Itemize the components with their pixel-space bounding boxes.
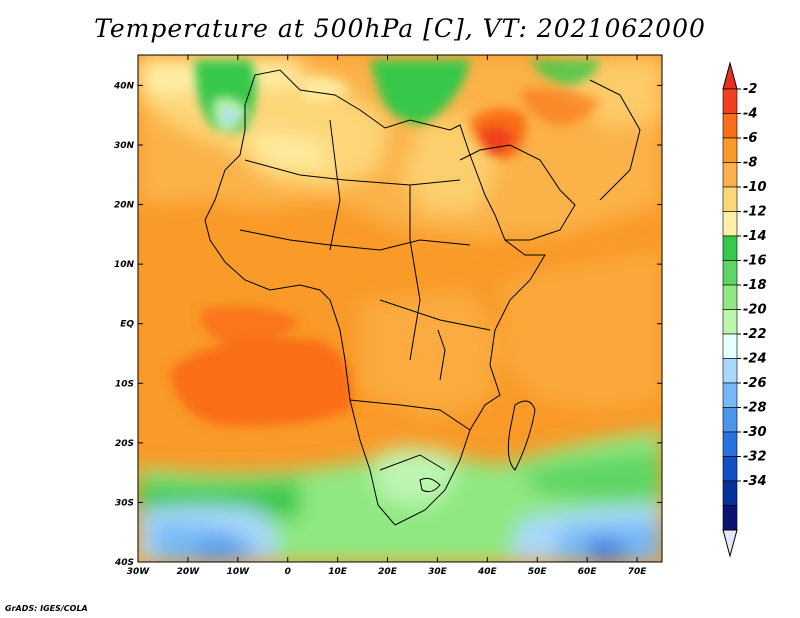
colorbar-swatch bbox=[722, 137, 738, 163]
lon-label: 30E bbox=[428, 567, 448, 577]
colorbar-swatch bbox=[722, 456, 738, 482]
lat-label: 40N bbox=[113, 81, 135, 91]
colorbar-label: -20 bbox=[743, 303, 767, 318]
colorbar-label: -14 bbox=[743, 229, 767, 244]
colorbar-swatch bbox=[722, 186, 738, 212]
colorbar-label: -34 bbox=[743, 474, 767, 489]
colorbar-label: -10 bbox=[743, 180, 767, 195]
colorbar-swatch bbox=[722, 505, 738, 531]
lon-label: 20E bbox=[378, 567, 398, 577]
lon-label: 10W bbox=[227, 567, 251, 577]
colorbar-swatch bbox=[722, 431, 738, 457]
lat-label: 30S bbox=[115, 498, 134, 508]
lat-label: 10S bbox=[115, 379, 134, 389]
colorbar-label: -28 bbox=[743, 401, 767, 416]
colorbar-label: -12 bbox=[743, 205, 767, 220]
colorbar-label: -30 bbox=[743, 425, 767, 440]
colorbar-swatch bbox=[722, 162, 738, 188]
lat-label: 10N bbox=[114, 260, 135, 270]
colorbar-swatch bbox=[722, 382, 738, 408]
colorbar-label: -22 bbox=[743, 327, 767, 342]
colorbar-label: -18 bbox=[743, 278, 767, 293]
lon-label: 50E bbox=[528, 567, 548, 577]
colorbar-label: -32 bbox=[743, 450, 767, 465]
colorbar-swatch bbox=[722, 235, 738, 261]
colorbar-swatch bbox=[722, 211, 738, 237]
map-frame bbox=[137, 54, 663, 563]
colorbar-swatch bbox=[722, 309, 738, 335]
coastline bbox=[204, 69, 641, 526]
lat-label: EQ bbox=[120, 320, 134, 330]
lon-label: 40E bbox=[477, 567, 498, 577]
colorbar: -2 -4 -6 -8 -10 -12 -14 -16 -18 -20 -22 -24 -26 -28 -3… bbox=[722, 61, 767, 558]
colorbar-label: -4 bbox=[743, 107, 757, 122]
colorbar-swatch bbox=[722, 358, 738, 384]
lon-label: 0 bbox=[285, 567, 291, 577]
colorbar-swatch bbox=[722, 284, 738, 310]
lon-label: 10E bbox=[328, 567, 348, 577]
colorbar-swatch bbox=[722, 88, 738, 114]
colorbar-swatch bbox=[722, 480, 738, 506]
colorbar-label: -6 bbox=[743, 131, 757, 146]
temperature-field bbox=[138, 55, 662, 562]
lon-label: 20W bbox=[177, 567, 201, 577]
lat-label: 20S bbox=[115, 439, 134, 449]
colorbar-label: -8 bbox=[743, 156, 757, 171]
lon-label: 30W bbox=[127, 567, 151, 577]
lon-label: 70E bbox=[628, 567, 648, 577]
colorbar-label: -16 bbox=[743, 254, 767, 269]
credit-text: GrADS: IGES/COLA bbox=[5, 604, 88, 613]
lat-label: 30N bbox=[114, 141, 135, 151]
chart-title: Temperature at 500hPa [C], VT: 202106200… bbox=[94, 14, 706, 43]
colorbar-arrow-bottom bbox=[722, 529, 738, 558]
colorbar-label: -26 bbox=[743, 376, 767, 391]
colorbar-swatch bbox=[722, 333, 738, 359]
colorbar-swatch bbox=[722, 260, 738, 286]
colorbar-swatch bbox=[722, 113, 738, 139]
colorbar-swatch bbox=[722, 407, 738, 433]
lat-label: 40S bbox=[114, 558, 134, 568]
lon-label: 60E bbox=[578, 567, 598, 577]
colorbar-label: -2 bbox=[743, 82, 757, 97]
colorbar-arrow-top bbox=[722, 61, 738, 90]
lat-label: 20N bbox=[114, 201, 135, 211]
colorbar-label: -24 bbox=[743, 352, 767, 367]
